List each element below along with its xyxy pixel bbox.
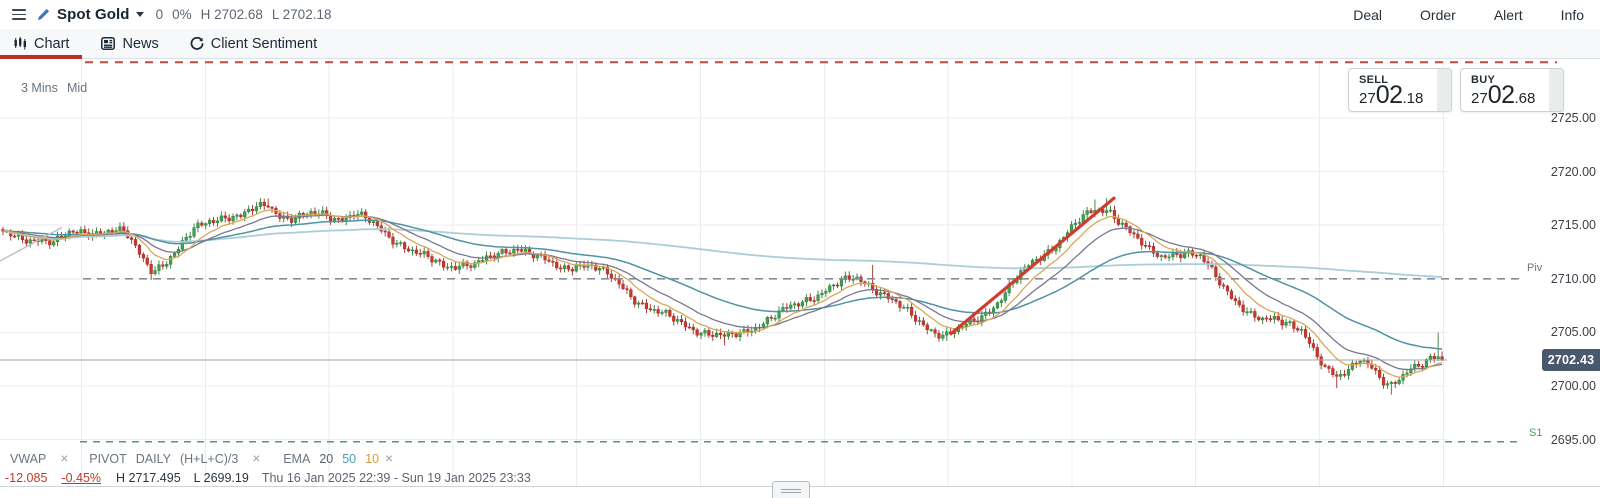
axis-tick: 2710.00 <box>1550 271 1596 286</box>
alert-button[interactable]: Alert <box>1493 6 1523 23</box>
view-tabbar: Chart News Client Sentiment <box>0 29 1600 59</box>
ema-10-label: 10 <box>365 451 380 466</box>
pivot-level-label: Piv <box>1527 262 1543 274</box>
tab-chart-label: Chart <box>34 35 70 52</box>
change-percent: 0% <box>172 7 192 22</box>
indicator-legend: VWAP × PIVOT DAILY (H+L+C)/3 × EMA 20 50… <box>10 451 393 466</box>
sell-price-prefix: 27 <box>1359 90 1376 107</box>
instrument-name[interactable]: Spot Gold <box>57 6 130 23</box>
buy-label: BUY <box>1471 74 1496 86</box>
s1-level-label: S1 <box>1529 427 1543 439</box>
ema-indicator-label[interactable]: EMA <box>283 451 311 466</box>
tab-chart[interactable]: Chart <box>0 29 86 58</box>
session-high: H 2702.68 <box>200 7 263 22</box>
period-change: -12.085 <box>5 470 48 485</box>
current-price-badge: 2702.43 <box>1542 349 1600 371</box>
order-button[interactable]: Order <box>1420 6 1456 23</box>
date-range: Thu 16 Jan 2025 22:39 - Sun 19 Jan 2025 … <box>261 470 531 485</box>
tab-news-label: News <box>122 35 159 52</box>
axis-tick: 2720.00 <box>1550 164 1596 179</box>
axis-tick: 2695.00 <box>1550 432 1596 447</box>
axis-tick: 2705.00 <box>1550 325 1596 340</box>
axis-tick: 2725.00 <box>1550 111 1596 125</box>
buy-price-fraction: .68 <box>1514 90 1536 107</box>
change-value: 0 <box>155 7 164 22</box>
ema-20-label: 20 <box>319 451 334 466</box>
buy-button[interactable]: BUY 27 02.68 <box>1460 68 1564 112</box>
tab-news[interactable]: News <box>86 29 173 58</box>
buy-price-prefix: 27 <box>1471 90 1488 107</box>
active-tab-indicator <box>0 55 82 59</box>
sell-button[interactable]: SELL 27 02.18 <box>1348 68 1452 112</box>
sell-button-edge <box>1437 69 1451 111</box>
session-stats-row: -12.085 -0.45% H 2717.495 L 2699.19 Thu … <box>5 470 531 485</box>
info-button[interactable]: Info <box>1560 6 1584 23</box>
pivot-type-label: DAILY <box>135 451 171 466</box>
instrument-header: Spot Gold 0 0% H 2702.68 L 2702.18 Deal … <box>0 0 1600 30</box>
pivot-formula-label: (H+L+C)/3 <box>179 451 239 466</box>
deal-button[interactable]: Deal <box>1353 6 1383 23</box>
sell-price-fraction: .18 <box>1402 90 1424 107</box>
axis-tick: 2700.00 <box>1550 379 1596 393</box>
vwap-remove-icon[interactable]: × <box>60 451 69 466</box>
edit-pencil-icon[interactable] <box>37 8 50 21</box>
ema-remove-icon[interactable]: × <box>385 451 393 466</box>
buy-price-big: 02 <box>1487 81 1515 109</box>
timeline-drag-handle[interactable] <box>772 481 810 498</box>
instrument-stats: 0 0% H 2702.68 L 2702.18 <box>156 7 332 22</box>
chevron-down-icon[interactable] <box>135 12 144 17</box>
interval-selector[interactable]: 3 Mins <box>21 81 58 95</box>
sentiment-refresh-icon <box>190 36 204 50</box>
period-change-percent[interactable]: -0.45% <box>61 470 102 485</box>
candlestick-chart-icon <box>14 37 26 50</box>
vwap-indicator-label[interactable]: VWAP <box>10 451 47 466</box>
ema-50-label: 50 <box>342 451 357 466</box>
buy-price: 27 02.68 <box>1471 83 1535 108</box>
buy-button-edge <box>1549 69 1563 111</box>
hamburger-menu-icon[interactable] <box>12 9 26 20</box>
header-actions: Deal Order Alert Info <box>1353 7 1600 23</box>
period-high: H 2717.495 <box>116 470 181 485</box>
price-type-selector[interactable]: Mid <box>67 81 88 95</box>
period-low: L 2699.19 <box>193 470 249 485</box>
sell-price: 27 02.18 <box>1359 83 1423 108</box>
tab-client-sentiment[interactable]: Client Sentiment <box>174 29 332 58</box>
pivot-remove-icon[interactable]: × <box>252 451 261 466</box>
session-low: L 2702.18 <box>271 7 332 22</box>
sell-label: SELL <box>1359 74 1389 86</box>
tab-client-sentiment-label: Client Sentiment <box>210 35 318 52</box>
sell-price-big: 02 <box>1375 81 1403 109</box>
news-icon <box>101 37 116 50</box>
axis-tick: 2715.00 <box>1550 218 1596 233</box>
pivot-indicator-label[interactable]: PIVOT <box>89 451 127 466</box>
